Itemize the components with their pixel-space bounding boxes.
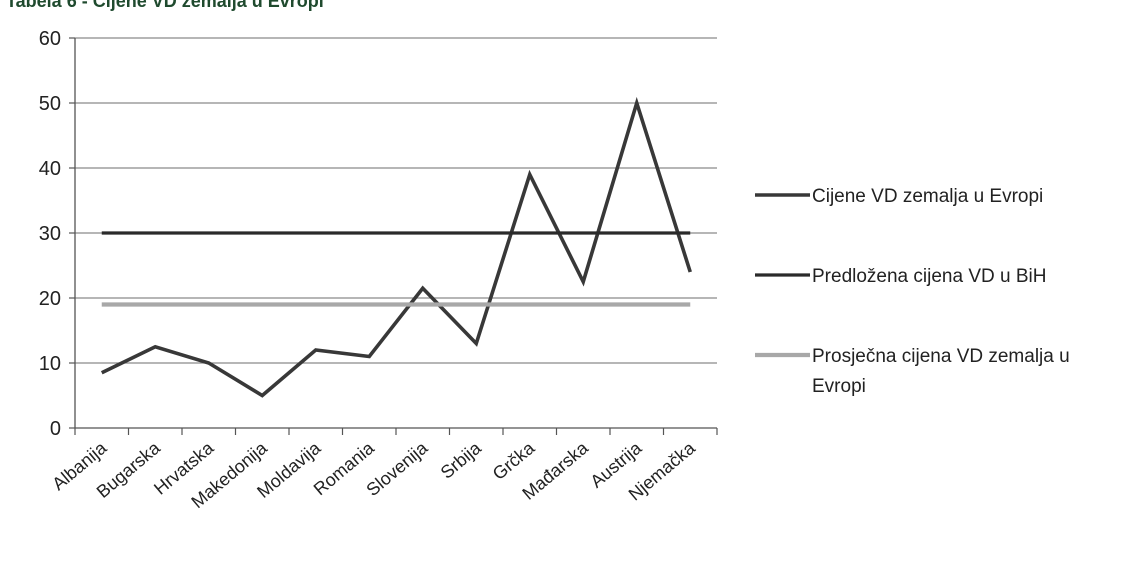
- y-tick-label: 20: [39, 288, 61, 310]
- legend: Cijene VD zemalja u Evropi Predložena cij…: [755, 186, 1070, 397]
- y-tick-label: 50: [39, 93, 61, 115]
- y-tick-label: 10: [39, 353, 61, 375]
- legend-label-3: Prosječna cijena VD zemalja u Evropi: [812, 346, 1070, 397]
- y-tick-label: 60: [39, 28, 61, 50]
- legend-label-1: Cijene VD zemalja u Evropi: [812, 186, 1043, 207]
- y-tick-labels: 0 10 20 30 40 50 60: [39, 28, 61, 440]
- series-line-1: [100, 96, 692, 398]
- axes: [69, 37, 718, 435]
- x-tick-label: Slovenija: [363, 437, 433, 500]
- series-lines: [100, 96, 692, 398]
- legend-label-2: Predložena cijena VD u BiH: [812, 266, 1046, 287]
- y-tick-label: 40: [39, 158, 61, 180]
- x-tick-labels: AlbanijaBugarskaHrvatskaMakedonijaMoldav…: [48, 437, 699, 512]
- y-tick-label: 0: [50, 418, 61, 440]
- x-tick-label: Srbija: [437, 437, 486, 483]
- y-tick-label: 30: [39, 223, 61, 245]
- page-title: Tabela 6 - Cijene VD zemalja u Evropi: [6, 0, 324, 11]
- gridlines: [75, 37, 717, 364]
